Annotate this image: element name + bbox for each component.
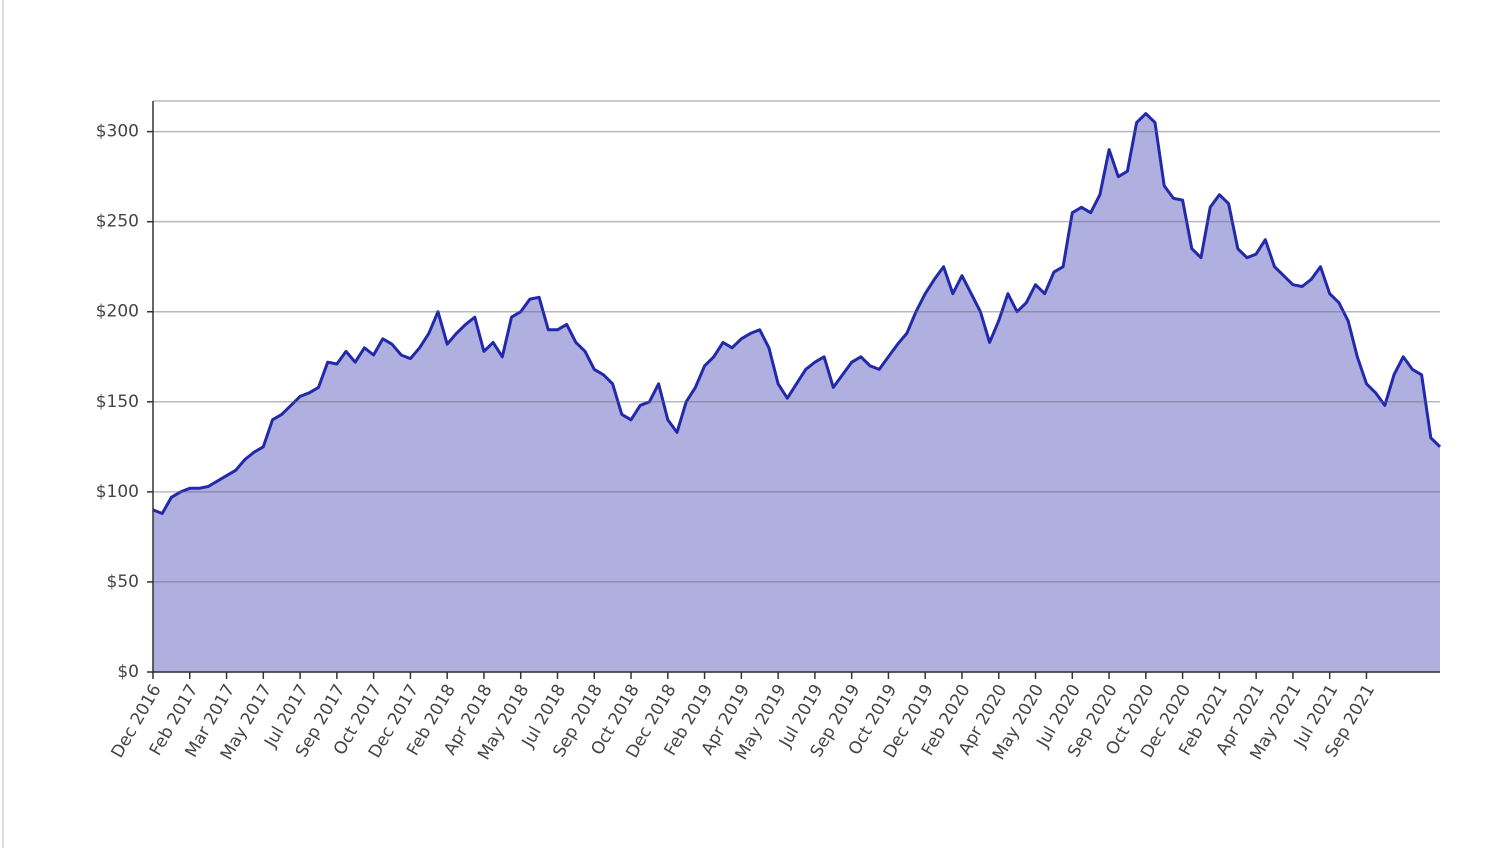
price-line bbox=[152, 112, 1442, 515]
y-tick-label: $200 bbox=[96, 302, 139, 322]
area-fill bbox=[153, 113, 1440, 673]
y-tick-label: $300 bbox=[96, 122, 139, 142]
y-tick-label: $50 bbox=[107, 572, 139, 592]
y-tick-label: $100 bbox=[96, 482, 139, 502]
y-tick-label: $150 bbox=[96, 392, 139, 412]
y-tick-label: $250 bbox=[96, 212, 139, 232]
y-tick-label: $0 bbox=[117, 662, 139, 682]
